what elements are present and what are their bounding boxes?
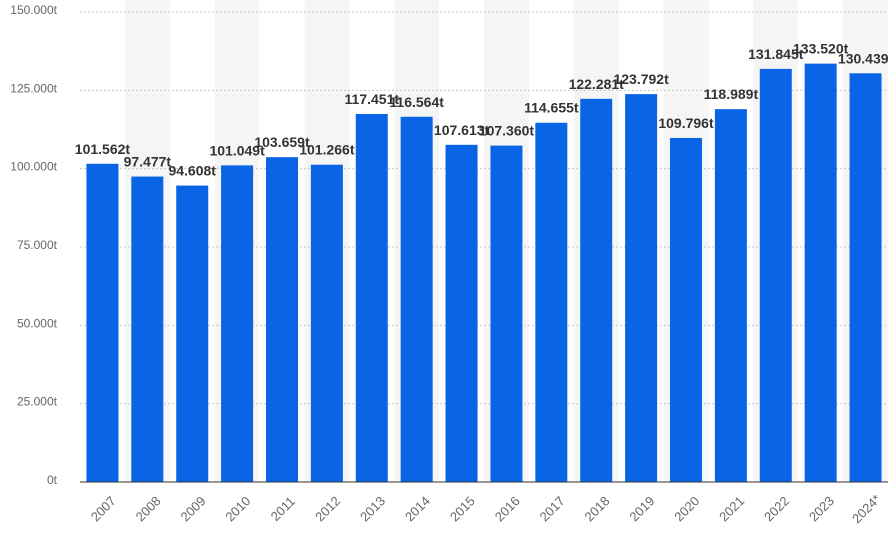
data-label: 122.281t: [569, 76, 625, 92]
x-category-label: 2008: [133, 493, 164, 524]
x-category-label: 2013: [357, 493, 388, 524]
bar: [266, 157, 298, 483]
bar: [310, 164, 343, 482]
x-category-label: 2022: [761, 493, 792, 524]
bar: [490, 145, 523, 482]
data-label: 117.451t: [345, 91, 400, 107]
bar: [580, 98, 613, 482]
y-tick-label: 25.000t: [17, 395, 58, 409]
x-category-label: 2020: [671, 493, 702, 524]
x-category-label: 2010: [222, 493, 253, 524]
x-category-label: 2009: [178, 493, 209, 524]
x-category-label: 2023: [806, 493, 837, 524]
bars: [86, 63, 882, 483]
x-category-label: 2014: [402, 493, 433, 524]
data-label: 103.659t: [254, 134, 310, 150]
bar: [131, 176, 164, 482]
x-category-label: 2015: [447, 493, 478, 524]
bar: [355, 113, 388, 482]
data-label: 131.845t: [748, 46, 804, 62]
data-label: 101.266t: [299, 142, 355, 158]
y-axis-tick-labels: 0t 25.000t 50.000t 75.000t 100.000t 125.000t 1…: [10, 3, 57, 487]
x-category-label: 2016: [492, 493, 523, 524]
gridlines: [80, 11, 888, 405]
y-tick-label: 125.000t: [10, 81, 57, 95]
bar: [86, 163, 119, 482]
x-category-label: 2011: [268, 494, 298, 524]
x-category-label: 2007: [88, 493, 119, 524]
bar: [849, 73, 882, 482]
bar: [176, 185, 209, 483]
bar: [625, 94, 658, 482]
bar: [804, 63, 837, 483]
y-tick-label: 0t: [47, 473, 58, 487]
bar: [759, 68, 792, 482]
data-label: 101.049t: [209, 142, 265, 158]
data-label: 114.655t: [524, 100, 579, 116]
x-category-label: 2017: [537, 493, 568, 524]
data-label: 118.989t: [704, 86, 759, 102]
x-category-label: 2018: [582, 493, 613, 524]
x-category-label: 2012: [312, 493, 343, 524]
y-tick-label: 75.000t: [17, 238, 58, 252]
data-label: 133.520t: [793, 41, 849, 57]
x-category-label: 2024*: [849, 491, 884, 526]
bar: [400, 116, 433, 482]
data-label: 123.792t: [613, 71, 669, 87]
y-tick-label: 100.000t: [10, 160, 57, 174]
bar: [535, 122, 568, 482]
data-labels: 101.562t97.477t94.608t101.049t103.659t10…: [75, 41, 888, 179]
x-category-label: 2021: [716, 493, 747, 524]
data-label: 107.613t: [434, 122, 490, 138]
data-label: 109.796t: [658, 115, 714, 131]
data-label: 94.608t: [168, 163, 216, 179]
data-label: 116.564t: [389, 94, 444, 110]
bar: [445, 144, 478, 482]
bar: [670, 137, 702, 482]
data-label: 97.477t: [124, 154, 172, 170]
y-tick-label: 50.000t: [17, 316, 58, 330]
x-axis-category-labels: 2007 2008 2009 2010 2011 2012 2013 2014 2015 2016…: [88, 491, 884, 526]
data-label: 130.439t: [838, 50, 888, 66]
data-label: 101.562t: [75, 141, 131, 157]
bar: [221, 165, 254, 482]
bar: [714, 109, 747, 483]
data-label: 107.360t: [479, 123, 535, 139]
y-tick-label: 150.000t: [10, 3, 57, 17]
x-category-label: 2019: [626, 493, 657, 524]
